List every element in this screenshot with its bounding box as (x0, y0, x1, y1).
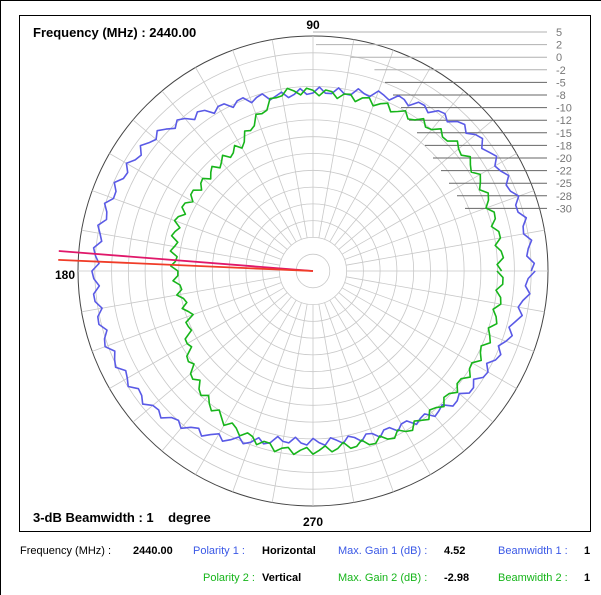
grid-spoke (345, 229, 545, 266)
scale-label: -15 (556, 128, 572, 140)
scale-label: -20 (556, 153, 572, 165)
scale-label: -25 (556, 178, 572, 190)
grid-spoke (329, 299, 431, 475)
series-polarity-2 (169, 87, 505, 456)
chart-border (19, 15, 591, 532)
grid-spoke (318, 303, 355, 503)
grid-spoke (195, 299, 297, 475)
grid-spoke (329, 67, 431, 243)
gain1-label: Max. Gain 1 (dB) : (338, 545, 428, 557)
grid-spoke (338, 119, 494, 250)
scale-label: -22 (556, 166, 572, 178)
grid-spoke (161, 90, 292, 246)
grid-spoke (132, 119, 288, 250)
grid-spoke (232, 302, 302, 492)
scale-label: 2 (556, 40, 562, 52)
angle-label-270: 270 (303, 515, 323, 529)
series-layer (91, 86, 536, 456)
scale-label: -2 (556, 65, 566, 77)
grid-spoke (344, 190, 534, 260)
radial-scale-labels: 520-2-5-8-10-12-15-18-20-22-25-28-30 (556, 27, 572, 215)
scale-label: 0 (556, 52, 562, 64)
scale-label: 5 (556, 27, 562, 39)
beamwidth-caption: 3-dB Beamwidth : 1 degree (33, 510, 211, 525)
gain2-value: -2.98 (444, 572, 470, 584)
scale-label: -30 (556, 203, 572, 215)
grid-spoke (324, 302, 394, 492)
grid-spoke (161, 296, 292, 452)
radial-scale-lines (313, 31, 547, 209)
scale-label: -18 (556, 140, 572, 152)
gain2-label: Max. Gain 2 (dB) : (338, 572, 428, 584)
beam-layer (58, 250, 314, 272)
polarity2-value: Vertical (262, 572, 302, 584)
scale-label: -10 (556, 103, 572, 115)
scale-label: -5 (556, 77, 566, 89)
grid-spoke (81, 276, 281, 313)
scale-label: -28 (556, 191, 572, 203)
beam-line (58, 250, 314, 272)
grid-spoke (345, 276, 545, 313)
grid-spoke (81, 229, 281, 266)
grid-spoke (232, 50, 302, 240)
grid-spoke (318, 39, 355, 239)
angle-label-90: 90 (306, 18, 320, 32)
grid-spoke (324, 50, 394, 240)
beam-line (58, 258, 314, 272)
scale-label: -12 (556, 115, 572, 127)
bw2-value: 1 (584, 572, 591, 584)
angle-label-180: 180 (55, 268, 75, 282)
polarity1-value: Horizontal (262, 545, 316, 557)
polarity2-label: Polarity 2 : (203, 572, 255, 584)
grid-spoke (338, 292, 494, 423)
chart-title: Frequency (MHz) : 2440.00 (33, 25, 196, 40)
grid-spoke (344, 282, 534, 352)
grid-spoke (271, 303, 308, 503)
grid-spoke (109, 153, 285, 255)
scale-label: -8 (556, 90, 566, 102)
polar-grid (77, 35, 549, 507)
series-polarity-1 (91, 86, 536, 447)
grid-spoke (109, 287, 285, 389)
grid-spoke (92, 282, 282, 352)
grid-spoke (195, 67, 297, 243)
grid-spoke (92, 190, 282, 260)
bw2-label: Beamwidth 2 : (498, 572, 568, 584)
bw1-label: Beamwidth 1 : (498, 545, 568, 557)
grid-spoke (334, 296, 465, 452)
bw1-value: 1 (584, 545, 591, 557)
freq-value: 2440.00 (133, 545, 173, 557)
freq-label: Frequency (MHz) : (20, 545, 112, 557)
gain1-value: 4.52 (444, 545, 466, 557)
polarity1-label: Polarity 1 : (193, 545, 245, 557)
grid-spoke (271, 39, 308, 239)
grid-spoke (334, 90, 465, 246)
polar-chart: 520-2-5-8-10-12-15-18-20-22-25-28-30 Fre… (19, 15, 591, 532)
grid-spoke (132, 292, 288, 423)
